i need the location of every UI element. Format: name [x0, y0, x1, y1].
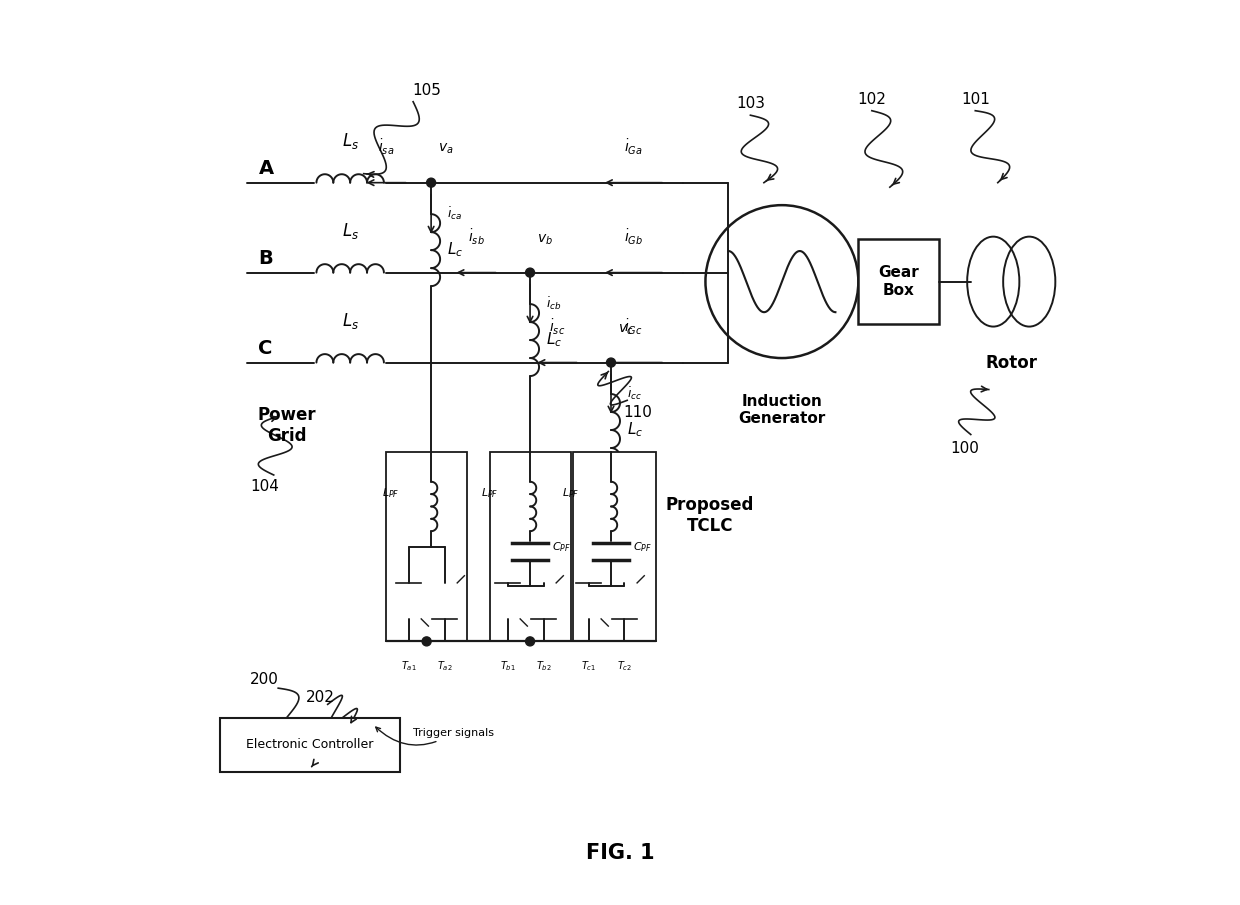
Circle shape	[427, 178, 435, 187]
Text: $T_{b1}$: $T_{b1}$	[500, 660, 516, 673]
Text: $\dot{\imath}_{cc}$: $\dot{\imath}_{cc}$	[627, 386, 642, 403]
Text: $\dot{\imath}_{Gc}$: $\dot{\imath}_{Gc}$	[624, 319, 642, 338]
Bar	[573, 452, 656, 642]
Bar	[858, 239, 940, 324]
Text: $L_c$: $L_c$	[448, 241, 464, 260]
Text: $\dot{\imath}_{sc}$: $\dot{\imath}_{sc}$	[549, 319, 565, 338]
Text: $T_{b2}$: $T_{b2}$	[536, 660, 552, 673]
Text: Power
Grid: Power Grid	[258, 406, 316, 445]
Text: $T_{c1}$: $T_{c1}$	[580, 660, 596, 673]
Text: $\dot{\imath}_{sa}$: $\dot{\imath}_{sa}$	[378, 138, 394, 157]
Text: Rotor: Rotor	[986, 354, 1037, 372]
Circle shape	[422, 637, 432, 646]
Text: Electronic Controller: Electronic Controller	[246, 738, 373, 751]
Text: Trigger signals: Trigger signals	[376, 727, 494, 745]
Text: 101: 101	[961, 92, 990, 108]
Text: 202: 202	[306, 690, 335, 705]
Text: $L_{PF}$: $L_{PF}$	[382, 486, 399, 500]
Text: $\dot{\imath}_{ca}$: $\dot{\imath}_{ca}$	[448, 205, 463, 223]
Text: 104: 104	[250, 479, 279, 494]
Text: 100: 100	[950, 441, 978, 455]
Text: $T_{c2}$: $T_{c2}$	[616, 660, 632, 673]
Text: 110: 110	[624, 405, 652, 420]
Text: $\dot{\imath}_{cb}$: $\dot{\imath}_{cb}$	[547, 296, 562, 312]
Text: $\dot{\imath}_{sb}$: $\dot{\imath}_{sb}$	[467, 228, 485, 247]
Text: $L_c$: $L_c$	[547, 330, 563, 349]
Text: C: C	[258, 339, 273, 358]
Text: $v_a$: $v_a$	[438, 141, 454, 156]
Text: 105: 105	[412, 82, 441, 98]
Text: $C_{PF}$: $C_{PF}$	[552, 540, 570, 554]
Text: $C_{PF}$: $C_{PF}$	[632, 540, 651, 554]
Text: $L_c$: $L_c$	[627, 421, 644, 439]
Text: $T_{a2}$: $T_{a2}$	[436, 660, 453, 673]
Text: Induction
Generator: Induction Generator	[738, 394, 826, 426]
Text: $L_s$: $L_s$	[342, 311, 358, 331]
Text: $L_{PF}$: $L_{PF}$	[481, 486, 498, 500]
Circle shape	[526, 637, 534, 646]
Text: FIG. 1: FIG. 1	[585, 843, 655, 862]
Text: B: B	[258, 249, 273, 268]
Bar	[219, 718, 399, 772]
Text: $\dot{\imath}_{Ga}$: $\dot{\imath}_{Ga}$	[624, 138, 642, 157]
Text: $L_s$: $L_s$	[342, 221, 358, 241]
Text: Proposed
TCLC: Proposed TCLC	[666, 496, 754, 535]
Bar	[386, 452, 467, 642]
Bar	[490, 452, 570, 642]
Text: 102: 102	[857, 92, 887, 108]
Text: $L_{PF}$: $L_{PF}$	[562, 486, 579, 500]
Circle shape	[526, 268, 534, 277]
Text: 200: 200	[250, 672, 279, 687]
Text: Gear
Box: Gear Box	[878, 265, 919, 298]
Text: A: A	[258, 159, 274, 178]
Text: $v_c$: $v_c$	[619, 323, 634, 338]
Text: $T_{a1}$: $T_{a1}$	[401, 660, 417, 673]
Text: 103: 103	[735, 96, 765, 111]
Text: $L_s$: $L_s$	[342, 131, 358, 151]
Circle shape	[606, 358, 615, 367]
Text: $\dot{\imath}_{Gb}$: $\dot{\imath}_{Gb}$	[624, 228, 644, 247]
Text: $v_b$: $v_b$	[537, 233, 553, 247]
